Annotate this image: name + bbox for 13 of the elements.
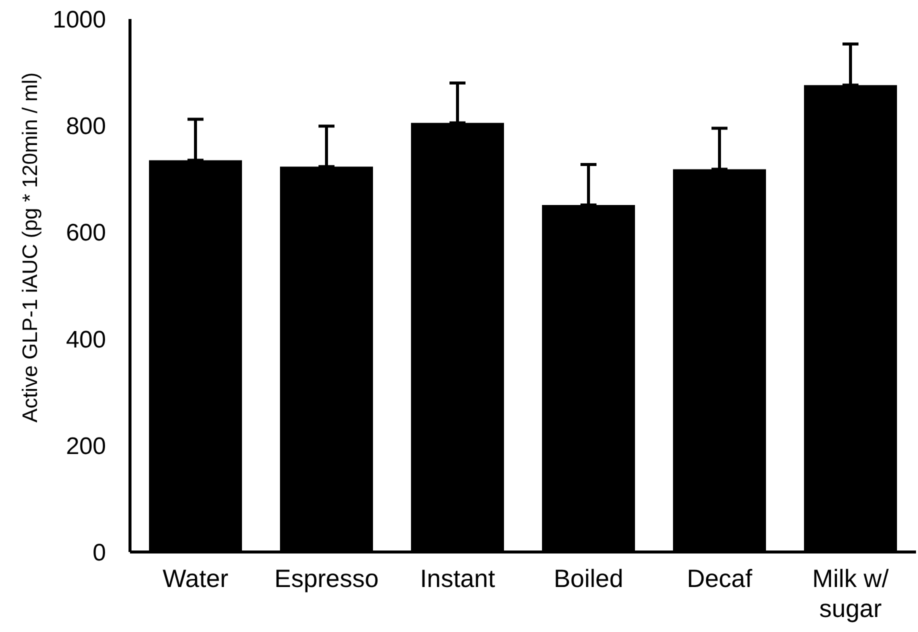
y-tick-label: 400 [66, 326, 106, 354]
x-tick-label: Milk w/ sugar [812, 565, 889, 623]
x-tick-label: Boiled [554, 565, 624, 593]
x-tick-label: Water [162, 565, 228, 593]
y-tick-label: 1000 [52, 6, 106, 34]
y-axis-title: Active GLP-1 iAUC (pg * 120min / ml) [18, 72, 42, 423]
x-tick-label: Instant [420, 565, 496, 593]
y-tick-label: 600 [66, 220, 106, 247]
y-tick-label: 800 [66, 113, 106, 140]
x-tick-label: Decaf [686, 565, 752, 593]
y-tick-label: 0 [92, 540, 106, 567]
x-tick-label: Espresso [274, 565, 379, 593]
y-tick-label: 200 [66, 432, 106, 460]
